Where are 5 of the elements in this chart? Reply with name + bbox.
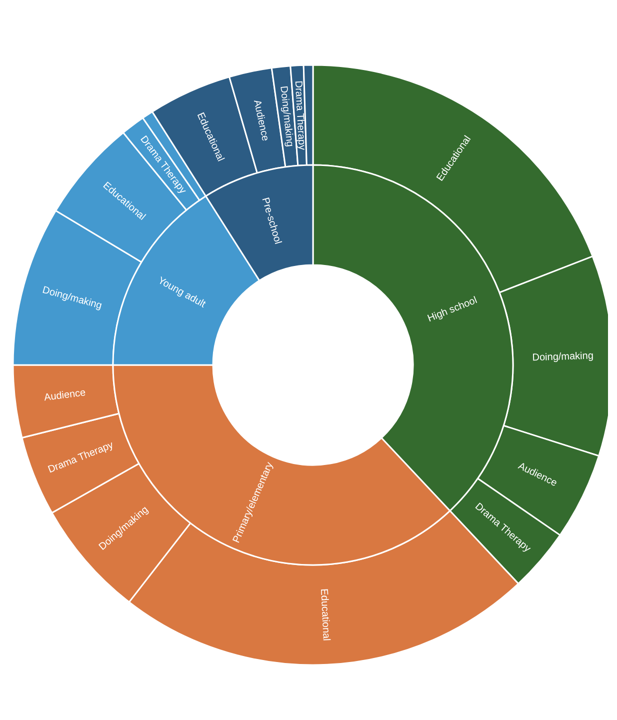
slice-label: Educational bbox=[318, 588, 332, 642]
slice-label: High school bbox=[426, 295, 479, 325]
slice-label: Audience bbox=[251, 98, 271, 142]
slice-label: Audience bbox=[44, 387, 87, 404]
slice-label: Doing/making bbox=[532, 350, 594, 364]
